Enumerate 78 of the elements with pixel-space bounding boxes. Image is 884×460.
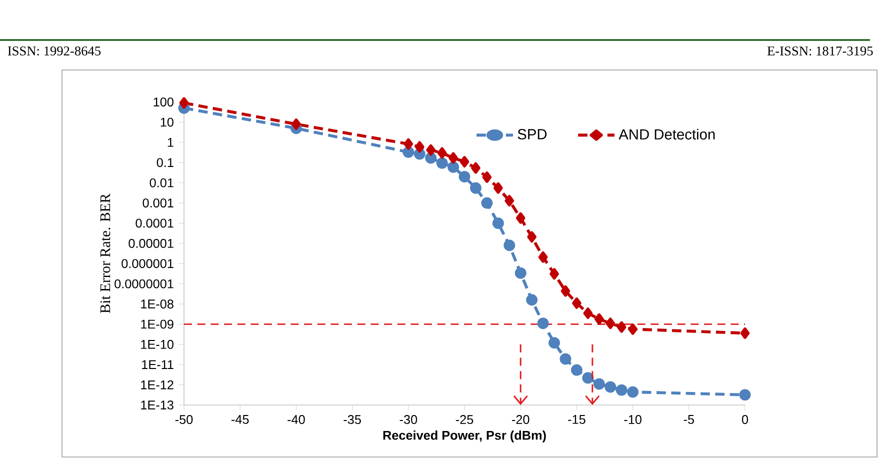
legend-label: AND Detection — [618, 128, 715, 140]
y-tick-label: 10 — [160, 118, 174, 127]
point — [516, 212, 526, 224]
point — [426, 144, 436, 156]
point — [448, 161, 460, 173]
x-tick-label: -15 — [568, 415, 586, 424]
point — [740, 327, 750, 339]
text: ISSN: 1992-8645 — [8, 46, 101, 56]
point — [493, 182, 503, 194]
y-tick-label: 0.001 — [142, 198, 174, 208]
point — [504, 194, 514, 206]
point — [604, 381, 616, 393]
point — [550, 268, 559, 280]
point — [404, 138, 414, 150]
point — [514, 267, 526, 279]
y-tick-label: 1E-12 — [141, 380, 174, 390]
x-tick-label: -40 — [288, 415, 305, 424]
y-tick-label: 0.00001 — [128, 238, 174, 248]
point — [471, 162, 480, 174]
point — [594, 313, 604, 325]
point — [606, 318, 616, 330]
y-tick-label: 1 — [168, 138, 174, 147]
point — [460, 156, 470, 168]
point — [582, 372, 594, 384]
point — [526, 294, 538, 306]
y-tick-label: 1E-13 — [141, 400, 174, 410]
point — [492, 217, 504, 229]
x-tick-label: -5 — [684, 415, 694, 424]
point — [414, 141, 424, 153]
x-tick-label: 0 — [742, 415, 748, 424]
point — [628, 323, 638, 335]
x-tick-label: -50 — [175, 415, 193, 424]
y-tick-label: 100 — [154, 98, 174, 106]
point — [527, 231, 536, 243]
x-tick-label: -45 — [232, 415, 249, 424]
point — [560, 353, 572, 365]
point — [583, 307, 593, 319]
point — [292, 118, 301, 130]
x-tick-label: -10 — [624, 415, 642, 424]
point — [548, 337, 560, 349]
point — [481, 197, 493, 209]
legend-label: SPD — [518, 129, 547, 140]
point — [537, 318, 549, 330]
point — [448, 152, 458, 164]
x-axis-title: Received Power, Psr (dBm) — [383, 430, 546, 442]
y-tick-label: 1E-10 — [141, 340, 174, 349]
y-tick-label: 0.000001 — [122, 259, 174, 268]
y-tick-label: 0.01 — [150, 178, 174, 188]
point — [179, 97, 189, 109]
y-axis-title: Bit Error Rate. BER — [100, 193, 110, 314]
point — [482, 171, 492, 183]
text: E-ISSN: 1817-3195 — [767, 46, 873, 56]
x-tick-label: -30 — [400, 415, 418, 424]
y-tick-label: 0.0001 — [136, 218, 174, 228]
x-tick-label: -35 — [344, 415, 361, 424]
point — [560, 285, 570, 297]
point — [425, 152, 437, 164]
x-tick-label: -20 — [512, 415, 530, 424]
point — [593, 378, 605, 390]
x-tick-label: -25 — [456, 415, 474, 424]
y-tick-label: 1E-11 — [142, 360, 174, 369]
y-tick-label: 0.0000001 — [114, 279, 174, 288]
y-tick-label: 0.1 — [156, 158, 174, 168]
point — [616, 321, 626, 333]
point — [739, 389, 751, 401]
point — [436, 157, 448, 169]
y-tick-label: 1E-09 — [141, 320, 174, 329]
point — [402, 146, 414, 158]
point — [504, 240, 516, 252]
y-tick-label: 1E-08 — [141, 300, 174, 308]
point — [572, 297, 582, 309]
point — [437, 147, 447, 159]
point — [458, 170, 470, 182]
point — [616, 384, 628, 396]
point — [570, 364, 582, 376]
point — [627, 386, 639, 398]
point — [538, 251, 548, 263]
point — [470, 182, 482, 194]
